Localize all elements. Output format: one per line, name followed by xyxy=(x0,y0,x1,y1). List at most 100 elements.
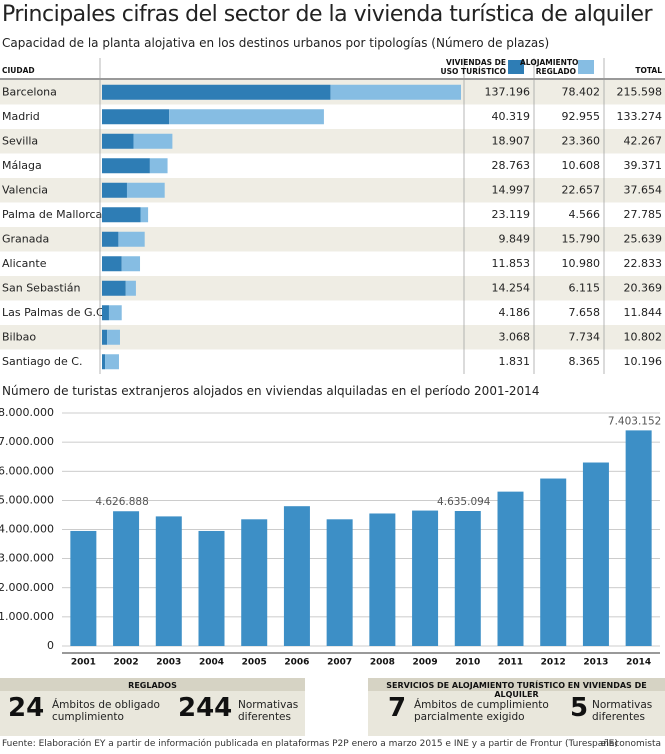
y-tick-label: 7.000.000 xyxy=(0,435,54,448)
category-label: Valencia xyxy=(2,183,48,196)
bar-segment xyxy=(102,231,119,247)
bar-segment xyxy=(102,207,141,223)
bar xyxy=(582,462,609,646)
x-tick-label: 2010 xyxy=(455,658,480,668)
table-title: Capacidad de la planta alojativa en los … xyxy=(2,36,550,50)
x-tick-label: 2006 xyxy=(284,658,309,668)
value-label: 10.608 xyxy=(562,159,601,172)
bar-segment xyxy=(118,231,145,247)
y-tick-label: 1.000.000 xyxy=(0,610,54,623)
y-tick-label: 3.000.000 xyxy=(0,552,54,565)
bar-segment xyxy=(107,329,120,345)
panel-heading-band xyxy=(0,678,305,691)
bar xyxy=(540,478,567,646)
bar-segment xyxy=(125,280,136,296)
value-label: 133.274 xyxy=(617,110,663,123)
category-label: Málaga xyxy=(2,159,42,172)
panel-number: 24 xyxy=(8,693,45,723)
category-label: Madrid xyxy=(2,110,40,123)
category-label: Sevilla xyxy=(2,134,38,147)
category-label: Palma de Mallorca xyxy=(2,208,102,221)
x-tick-label: 2014 xyxy=(626,658,651,668)
source: Fuente: Elaboración EY a partir de infor… xyxy=(2,739,619,749)
panel-text: Normativas diferentes xyxy=(238,699,299,723)
bar xyxy=(198,530,225,646)
value-label: 4.626.888 xyxy=(95,496,148,508)
panel-heading-band xyxy=(368,678,665,691)
x-tick-label: 2003 xyxy=(156,658,181,668)
value-label: 22.833 xyxy=(624,257,663,270)
column-header: CIUDAD xyxy=(2,66,35,75)
value-label: 9.849 xyxy=(499,232,531,245)
category-label: Las Palmas de G.C. xyxy=(2,306,107,319)
value-label: 10.980 xyxy=(562,257,601,270)
y-tick-label: 2.000.000 xyxy=(0,581,54,594)
value-label: 14.254 xyxy=(492,281,531,294)
value-label: 23.360 xyxy=(562,134,601,147)
legend-swatch xyxy=(578,60,594,74)
panel-number: 7 xyxy=(388,693,407,723)
category-label: Bilbao xyxy=(2,330,36,343)
bar xyxy=(70,530,97,646)
bar-segment xyxy=(169,109,324,125)
bar-segment xyxy=(102,182,127,198)
chart-title: Número de turistas extranjeros alojados … xyxy=(2,384,540,398)
bar xyxy=(326,519,353,646)
bar-segment xyxy=(102,256,122,272)
legend-label: VIVIENDAS DE USO TURÍSTICO xyxy=(440,58,506,76)
x-tick-label: 2009 xyxy=(413,658,438,668)
x-tick-label: 2004 xyxy=(199,658,224,668)
bar-segment xyxy=(126,182,165,198)
bar-segment xyxy=(102,133,134,149)
x-tick-label: 2011 xyxy=(498,658,523,668)
y-tick-label: 6.000.000 xyxy=(0,464,54,477)
value-label: 8.365 xyxy=(569,355,601,368)
value-label: 4.635.094 xyxy=(437,496,491,508)
legend-swatch xyxy=(508,60,524,74)
bar-segment xyxy=(133,133,173,149)
value-label: 42.267 xyxy=(624,134,663,147)
column-header: TOTAL xyxy=(635,66,662,75)
category-label: Santiago de C. xyxy=(2,355,82,368)
value-label: 1.831 xyxy=(499,355,531,368)
value-label: 92.955 xyxy=(562,110,601,123)
bar xyxy=(454,511,481,646)
bar-segment xyxy=(105,354,119,370)
value-label: 78.402 xyxy=(562,85,601,98)
x-tick-label: 2002 xyxy=(114,658,139,668)
panel-text: Ámbitos de obligado cumplimiento xyxy=(52,699,160,723)
value-label: 11.853 xyxy=(492,257,531,270)
bar-segment xyxy=(102,329,108,345)
category-label: San Sebastián xyxy=(2,281,81,294)
value-label: 10.196 xyxy=(624,355,663,368)
panel-heading: SERVICIOS DE ALOJAMIENTO TURÍSTICO EN VI… xyxy=(386,681,647,699)
category-label: Alicante xyxy=(2,257,47,270)
value-label: 15.790 xyxy=(562,232,601,245)
value-label: 18.907 xyxy=(492,134,531,147)
panel-text: Ámbitos de cumplimiento parcialmente exi… xyxy=(414,699,549,723)
x-tick-label: 2001 xyxy=(71,658,96,668)
value-label: 37.654 xyxy=(624,183,663,196)
bar xyxy=(113,511,140,646)
bar-segment xyxy=(102,305,109,321)
bar-segment xyxy=(102,280,126,296)
bar-segment xyxy=(102,158,150,174)
bar xyxy=(497,491,524,646)
value-label: 7.658 xyxy=(569,306,601,319)
value-label: 22.657 xyxy=(562,183,601,196)
value-label: 27.785 xyxy=(624,208,663,221)
page-title: Principales cifras del sector de la vivi… xyxy=(2,2,653,27)
x-tick-label: 2007 xyxy=(327,658,352,668)
bar-segment xyxy=(102,84,331,100)
panel-heading: REGLADOS xyxy=(128,681,177,690)
value-label: 10.802 xyxy=(624,330,663,343)
value-label: 14.997 xyxy=(492,183,531,196)
y-tick-label: 0 xyxy=(47,639,54,652)
bar-segment xyxy=(108,305,122,321)
bar xyxy=(241,519,268,646)
panel-text: Normativas diferentes xyxy=(592,699,653,723)
value-label: 4.186 xyxy=(499,306,531,319)
bar-segment xyxy=(149,158,168,174)
value-label: 28.763 xyxy=(492,159,531,172)
